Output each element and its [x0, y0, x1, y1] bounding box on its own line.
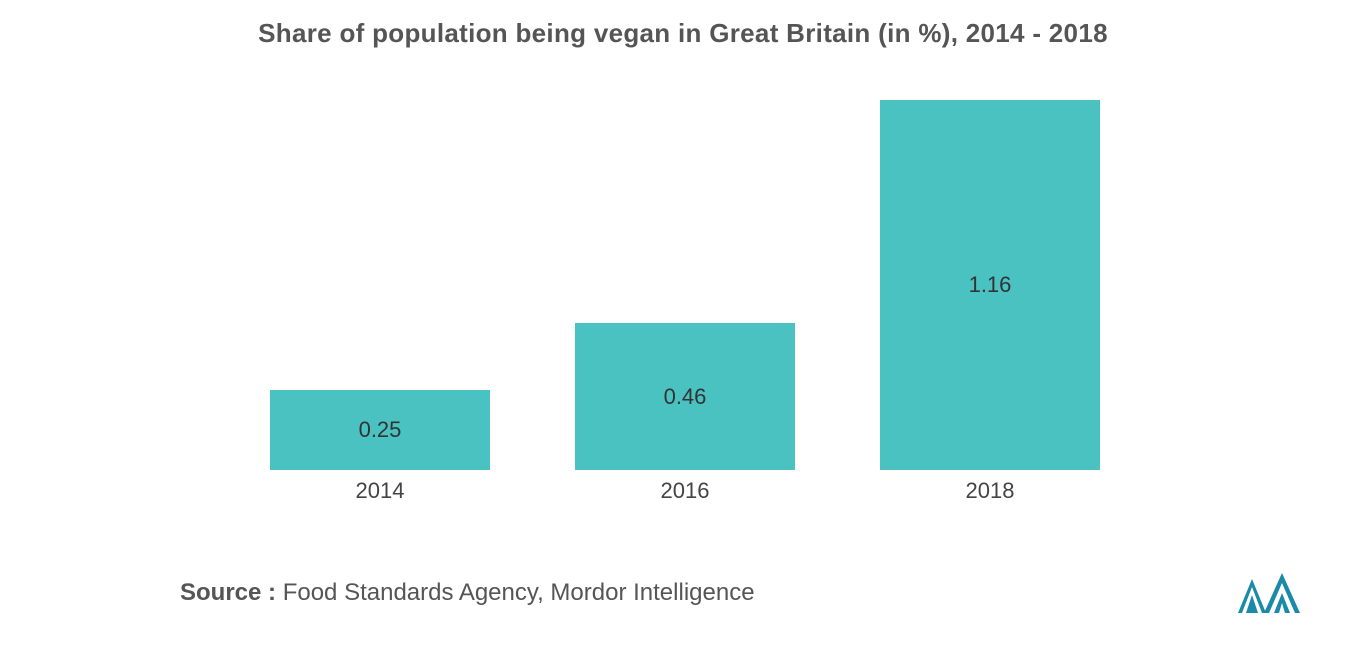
x-axis-label: 2016 [575, 478, 795, 504]
bar-2016: 0.46 2016 [575, 323, 795, 470]
bar-2014: 0.25 2014 [270, 390, 490, 470]
x-axis-label: 2018 [880, 478, 1100, 504]
source-text: Food Standards Agency, Mordor Intelligen… [283, 579, 755, 606]
x-axis-label: 2014 [270, 478, 490, 504]
chart-title: Share of population being vegan in Great… [0, 0, 1366, 49]
mordor-logo-icon [1236, 571, 1306, 615]
source-label: Source : [180, 579, 276, 606]
bar-value-label: 1.16 [880, 272, 1100, 298]
bar-chart: 0.25 2014 0.46 2016 1.16 2018 [250, 70, 1120, 470]
chart-footer: Source : Food Standards Agency, Mordor I… [180, 571, 1306, 615]
bar-value-label: 0.25 [270, 417, 490, 443]
bar-value-label: 0.46 [575, 384, 795, 410]
source-attribution: Source : Food Standards Agency, Mordor I… [180, 579, 755, 607]
bar-2018: 1.16 2018 [880, 100, 1100, 470]
